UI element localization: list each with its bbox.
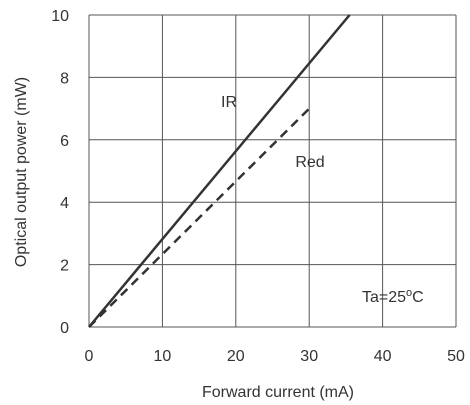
- x-tick-label: 50: [447, 348, 465, 365]
- x-axis-title: Forward current (mA): [202, 384, 354, 401]
- y-tick-label: 2: [60, 258, 69, 275]
- series-labels: IR Red: [221, 94, 325, 171]
- x-tick-label: 40: [374, 348, 392, 365]
- x-tick-label: 20: [227, 348, 245, 365]
- temperature-annotation: Ta=25oC: [362, 287, 424, 306]
- y-tick-label: 8: [60, 70, 69, 87]
- tick-labels: 0 10 20 30 40 50 0 2 4 6 8 10: [51, 8, 465, 365]
- series-label-ir: IR: [221, 94, 237, 111]
- y-tick-label: 6: [60, 133, 69, 150]
- x-tick-label: 30: [300, 348, 318, 365]
- series-line-ir: [88, 14, 351, 328]
- series-label-red: Red: [295, 154, 324, 171]
- grid: [88, 14, 457, 328]
- series-layer: [88, 14, 351, 328]
- y-axis-title: Optical output power (mW): [13, 77, 30, 267]
- y-tick-label: 10: [51, 8, 69, 25]
- x-tick-label: 10: [154, 348, 172, 365]
- series-line-red: [88, 107, 311, 328]
- annotation-suffix: C: [412, 289, 424, 306]
- x-tick-label: 0: [85, 348, 94, 365]
- annotation-prefix: Ta=25: [362, 289, 406, 306]
- y-tick-label: 0: [60, 320, 69, 337]
- y-tick-label: 4: [60, 195, 69, 212]
- annotation-superscript: o: [406, 287, 412, 299]
